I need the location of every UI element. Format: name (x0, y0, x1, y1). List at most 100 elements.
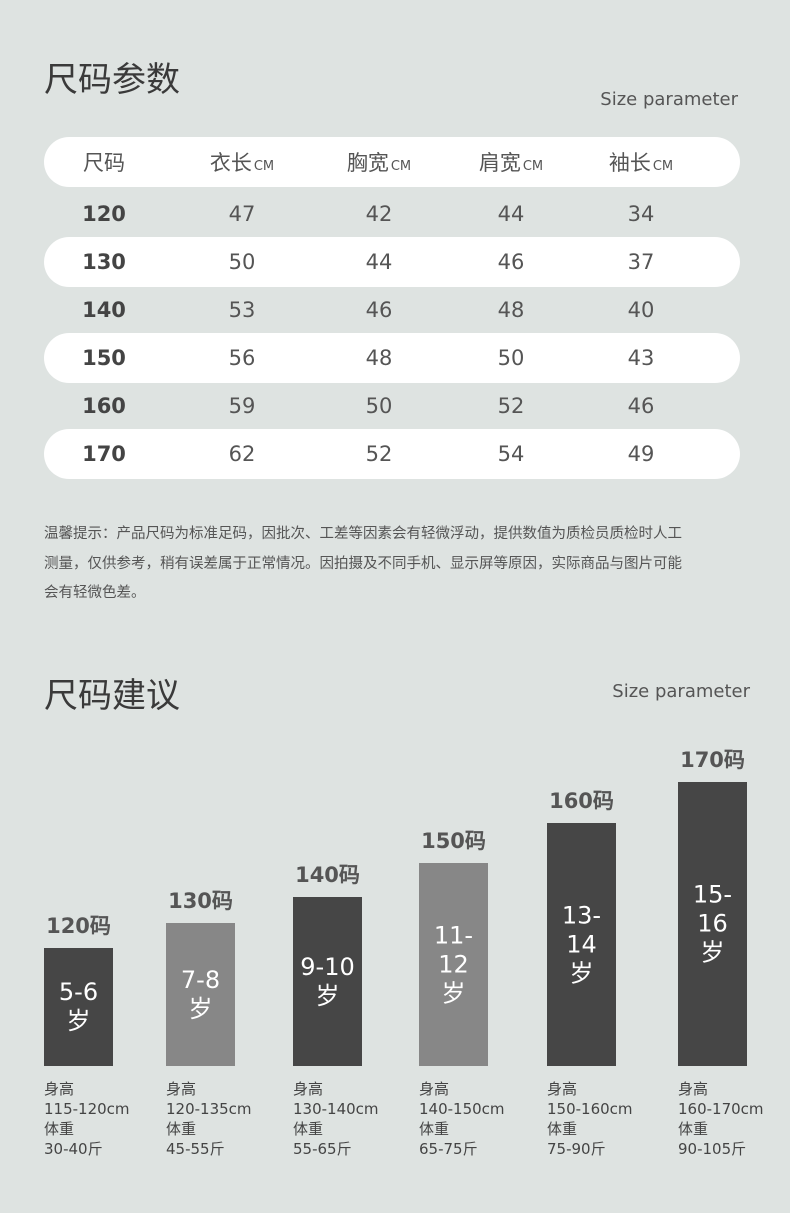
header-cell: 肩宽 CM (446, 147, 576, 177)
info-line: 140-150cm (419, 1100, 505, 1118)
table-cell: 52 (497, 394, 525, 418)
notice-line: 温馨提示：产品尺码为标准足码，因批次、工差等因素会有轻微浮动，提供数值为质检员质… (44, 526, 682, 542)
info-line: 120-135cm (166, 1100, 252, 1118)
header-unit: CM (390, 159, 412, 174)
table-cell: 50 (497, 346, 525, 370)
age-line: 13-14 (561, 901, 602, 958)
age-line: 岁 (441, 979, 466, 1007)
row-band (44, 333, 740, 383)
notice-line: 测量，仅供参考，稍有误差属于正常情况。因拍摄及不同手机、显示屏等原因，实际商品与… (44, 555, 682, 572)
age-line: 岁 (700, 938, 725, 967)
section-subtitle: Size parameter (612, 681, 750, 702)
table-cell: 46 (497, 250, 525, 274)
size-bar: 9-10 岁 (293, 897, 362, 1066)
table-cell: 48 (497, 298, 525, 322)
info-line: 身高 (419, 1080, 450, 1098)
age-text: 9-10 岁 (293, 953, 362, 1011)
table-cell: 53 (228, 298, 256, 322)
table-cell: 50 (365, 394, 393, 418)
age-line: 岁 (569, 959, 594, 987)
size-label: 170码 (680, 748, 745, 772)
size-info: 身高 140-150cm 体重 65-75斤 (419, 1079, 505, 1159)
table-cell: 62 (228, 442, 256, 466)
size-label: 140码 (295, 863, 360, 887)
info-line: 115-120cm (44, 1100, 130, 1118)
header-unit: CM (522, 159, 544, 174)
table-cell: 160 (82, 394, 126, 418)
notice-line: 会有轻微色差。 (44, 585, 146, 601)
table-cell: 56 (228, 346, 256, 370)
size-bar: 11-12 岁 (419, 863, 488, 1066)
size-info: 身高 130-140cm 体重 55-65斤 (293, 1079, 379, 1159)
age-text: 7-8 岁 (166, 966, 235, 1024)
age-line: 15-16 (692, 880, 733, 938)
section-title: 尺码参数 (44, 60, 180, 100)
section-subtitle: Size parameter (600, 89, 738, 110)
table-cell: 37 (627, 250, 655, 274)
header-cell: 胸宽 CM (314, 147, 444, 177)
row-band (44, 237, 740, 287)
info-line: 55-65斤 (293, 1140, 352, 1158)
info-line: 身高 (678, 1080, 709, 1098)
info-line: 身高 (547, 1080, 578, 1098)
info-line: 160-170cm (678, 1100, 764, 1118)
size-bar: 7-8 岁 (166, 923, 235, 1066)
header-cell: 尺码 (39, 147, 169, 177)
section-title: 尺码建议 (44, 676, 180, 716)
info-line: 130-140cm (293, 1100, 379, 1118)
table-cell: 44 (365, 250, 393, 274)
age-line: 11-12 (433, 921, 474, 978)
age-text: 15-16 岁 (678, 881, 747, 968)
info-line: 65-75斤 (419, 1140, 478, 1158)
info-line: 体重 (547, 1120, 578, 1138)
info-line: 150-160cm (547, 1100, 633, 1118)
size-label: 130码 (168, 889, 233, 913)
age-line: 7-8 (180, 965, 221, 994)
size-info: 身高 160-170cm 体重 90-105斤 (678, 1079, 764, 1159)
size-label: 160码 (549, 789, 614, 813)
header-label: 尺码 (83, 151, 125, 175)
table-cell: 46 (365, 298, 393, 322)
info-line: 体重 (419, 1120, 450, 1138)
header-unit: CM (652, 159, 674, 174)
info-line: 身高 (166, 1080, 197, 1098)
size-label: 150码 (421, 829, 486, 853)
size-info: 身高 120-135cm 体重 45-55斤 (166, 1079, 252, 1159)
size-info: 身高 115-120cm 体重 30-40斤 (44, 1079, 130, 1159)
header-label: 肩宽 (478, 151, 521, 175)
size-label: 120码 (46, 914, 111, 938)
age-line: 5-6 (58, 978, 99, 1006)
table-cell: 150 (82, 346, 126, 370)
header-unit: CM (253, 159, 275, 174)
table-cell: 52 (365, 442, 393, 466)
table-cell: 34 (627, 202, 655, 226)
info-line: 体重 (166, 1120, 197, 1138)
table-cell: 54 (497, 442, 525, 466)
info-line: 45-55斤 (166, 1140, 225, 1158)
info-line: 30-40斤 (44, 1140, 103, 1158)
size-info: 身高 150-160cm 体重 75-90斤 (547, 1079, 633, 1159)
info-line: 身高 (293, 1080, 324, 1098)
size-bar: 13-14 岁 (547, 823, 616, 1066)
table-cell: 120 (82, 202, 126, 226)
info-line: 体重 (678, 1120, 709, 1138)
age-line: 9-10 (300, 952, 355, 981)
row-band (44, 429, 740, 479)
table-cell: 46 (627, 394, 655, 418)
age-text: 5-6 岁 (44, 978, 113, 1036)
header-cell: 衣长 CM (177, 147, 307, 177)
info-line: 身高 (44, 1080, 75, 1098)
table-cell: 40 (627, 298, 655, 322)
size-bar: 5-6 岁 (44, 948, 113, 1066)
table-cell: 130 (82, 250, 126, 274)
header-cell: 袖长 CM (576, 147, 706, 177)
age-line: 岁 (315, 981, 340, 1010)
table-cell: 170 (82, 442, 126, 466)
info-line: 体重 (44, 1120, 75, 1138)
age-line: 岁 (66, 1007, 91, 1035)
header-label: 衣长 (209, 151, 252, 175)
age-text: 13-14 岁 (547, 901, 616, 988)
table-cell: 44 (497, 202, 525, 226)
table-cell: 59 (228, 394, 256, 418)
